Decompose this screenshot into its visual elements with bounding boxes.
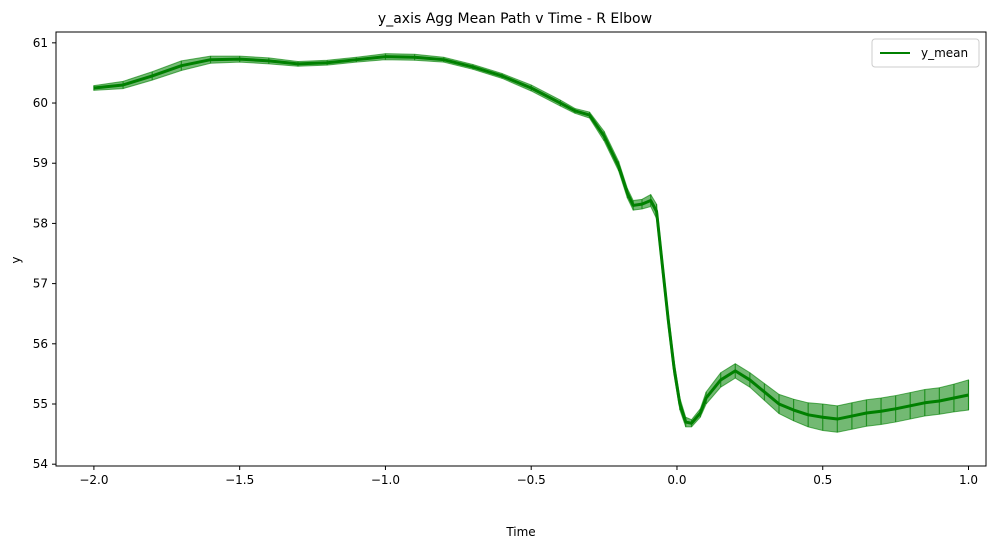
legend: y_mean xyxy=(871,38,980,68)
y-tick-label: 56 xyxy=(33,337,48,351)
chart-title: y_axis Agg Mean Path v Time - R Elbow xyxy=(378,11,652,27)
series-layer xyxy=(93,55,969,425)
x-tick-label: −2.0 xyxy=(79,473,108,487)
y-tick-label: 59 xyxy=(33,156,48,170)
y-tick-label: 57 xyxy=(33,277,48,291)
legend-box xyxy=(871,38,980,68)
x-tick-label: 1.0 xyxy=(959,473,978,487)
series-line-0 xyxy=(93,55,969,425)
x-tick-label: −1.5 xyxy=(225,473,254,487)
x-tick-label: 0.0 xyxy=(667,473,686,487)
x-tick-label: 0.5 xyxy=(813,473,832,487)
x-tick-label: −1.0 xyxy=(371,473,400,487)
y-tick-label: 61 xyxy=(33,36,48,50)
x-tick-label: −0.5 xyxy=(517,473,546,487)
legend-label-y-mean: y_mean xyxy=(921,46,968,60)
error-band-layer xyxy=(93,53,970,433)
plot-area-frame xyxy=(55,31,987,467)
y-axis-ticks: 54 55 56 57 58 59 60 61 xyxy=(33,36,56,471)
error-band-0 xyxy=(93,53,970,433)
y-tick-label: 54 xyxy=(33,457,48,471)
y-tick-label: 58 xyxy=(33,216,48,230)
y-tick-label: 55 xyxy=(33,397,48,411)
x-axis-ticks: −2.0 −1.5 −1.0 −0.5 0.0 0.5 1.0 xyxy=(79,466,978,487)
y-tick-label: 60 xyxy=(33,96,48,110)
y-axis-label: y xyxy=(9,256,23,263)
x-axis-label: Time xyxy=(505,525,535,539)
